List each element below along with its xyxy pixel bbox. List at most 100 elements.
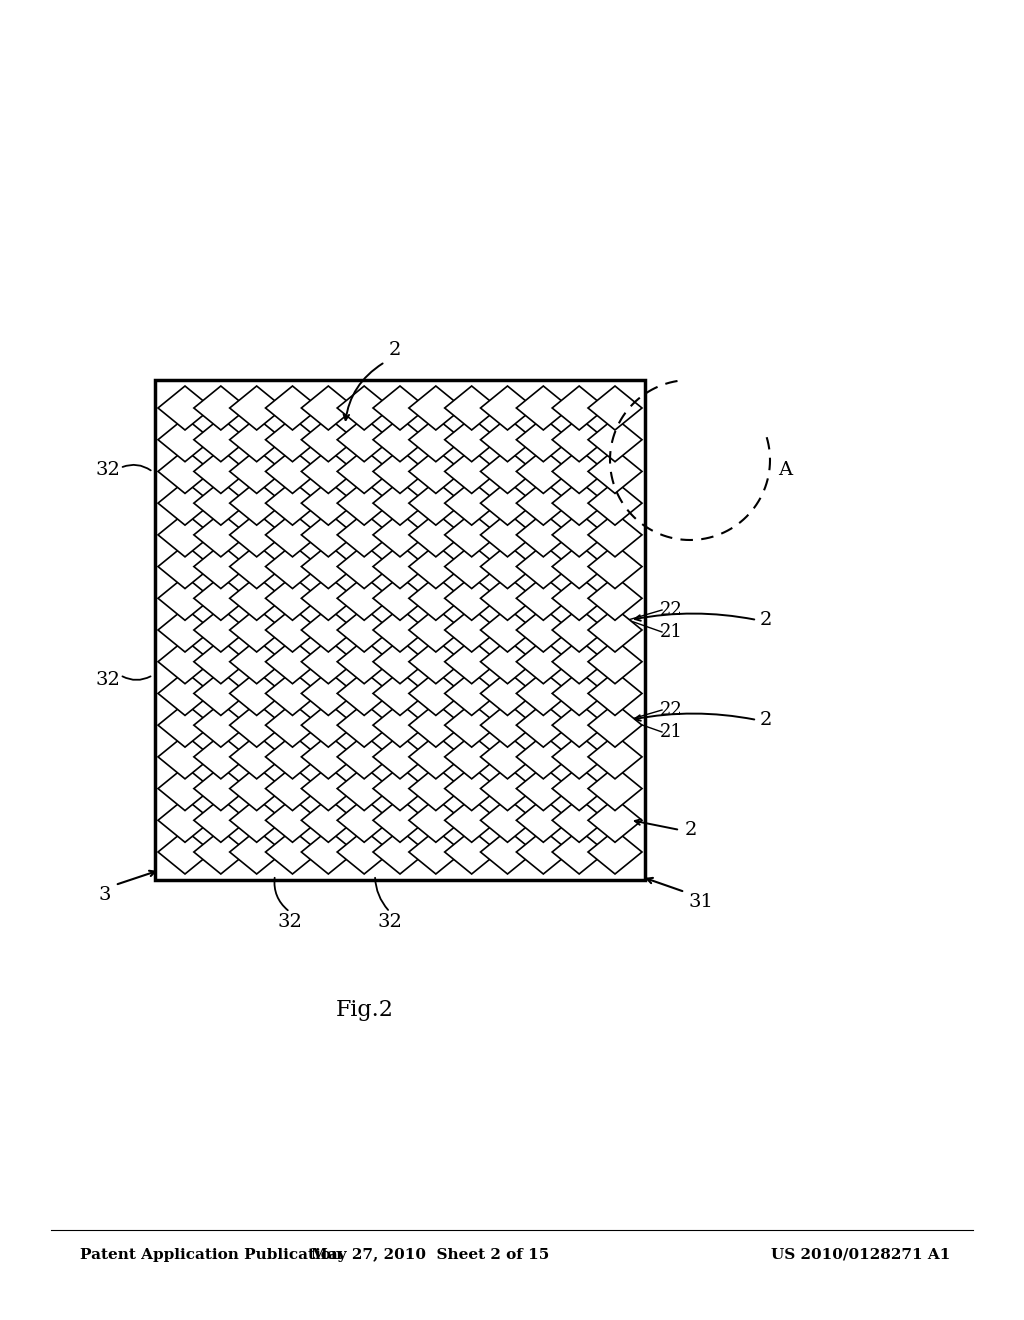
Polygon shape [194,704,248,747]
Polygon shape [301,704,355,747]
Polygon shape [337,767,391,810]
Polygon shape [158,640,212,684]
Polygon shape [265,830,319,874]
Polygon shape [480,545,535,589]
Polygon shape [409,417,463,462]
Polygon shape [373,672,427,715]
Polygon shape [480,609,535,652]
Text: Patent Application Publication: Patent Application Publication [80,1247,342,1262]
Polygon shape [265,449,319,494]
Polygon shape [229,704,284,747]
Polygon shape [516,609,570,652]
Text: 3: 3 [98,886,112,904]
Polygon shape [265,577,319,620]
Polygon shape [265,704,319,747]
Polygon shape [588,449,642,494]
Polygon shape [588,482,642,525]
Polygon shape [373,767,427,810]
Polygon shape [588,385,642,430]
Polygon shape [444,385,499,430]
Polygon shape [552,799,606,842]
Text: 2: 2 [685,821,697,840]
Polygon shape [158,830,212,874]
Polygon shape [229,767,284,810]
Polygon shape [229,577,284,620]
Polygon shape [158,609,212,652]
Polygon shape [552,577,606,620]
Polygon shape [444,609,499,652]
Polygon shape [588,672,642,715]
Polygon shape [194,513,248,557]
Polygon shape [588,609,642,652]
Text: 2: 2 [389,341,401,359]
Polygon shape [337,577,391,620]
Text: 22: 22 [660,601,683,619]
Polygon shape [552,513,606,557]
Polygon shape [337,417,391,462]
Polygon shape [301,417,355,462]
Polygon shape [552,830,606,874]
Polygon shape [158,417,212,462]
Polygon shape [516,482,570,525]
Polygon shape [552,449,606,494]
Polygon shape [301,385,355,430]
Polygon shape [373,482,427,525]
Polygon shape [588,513,642,557]
Polygon shape [229,609,284,652]
Polygon shape [588,767,642,810]
Polygon shape [265,640,319,684]
Text: 31: 31 [688,894,713,911]
Polygon shape [516,577,570,620]
Polygon shape [158,577,212,620]
Polygon shape [409,385,463,430]
Polygon shape [480,830,535,874]
Polygon shape [373,385,427,430]
Polygon shape [265,767,319,810]
Polygon shape [480,672,535,715]
Polygon shape [552,672,606,715]
Polygon shape [337,513,391,557]
Polygon shape [444,417,499,462]
Text: US 2010/0128271 A1: US 2010/0128271 A1 [771,1247,950,1262]
Polygon shape [194,767,248,810]
Polygon shape [229,513,284,557]
Polygon shape [229,672,284,715]
Polygon shape [194,609,248,652]
Polygon shape [265,545,319,589]
Polygon shape [444,449,499,494]
Polygon shape [409,577,463,620]
Polygon shape [373,609,427,652]
Polygon shape [516,545,570,589]
Polygon shape [301,545,355,589]
Polygon shape [265,672,319,715]
Polygon shape [301,513,355,557]
Polygon shape [265,735,319,779]
Polygon shape [552,704,606,747]
Polygon shape [301,577,355,620]
Polygon shape [409,704,463,747]
Polygon shape [588,830,642,874]
Polygon shape [265,609,319,652]
Polygon shape [194,830,248,874]
Polygon shape [265,513,319,557]
Text: 2: 2 [760,611,772,630]
Polygon shape [158,735,212,779]
Polygon shape [301,799,355,842]
Text: 32: 32 [378,913,402,931]
Polygon shape [444,640,499,684]
Polygon shape [552,767,606,810]
Polygon shape [194,640,248,684]
Bar [155,380,645,880]
Polygon shape [194,545,248,589]
Polygon shape [265,482,319,525]
Polygon shape [409,830,463,874]
Polygon shape [265,799,319,842]
Polygon shape [480,704,535,747]
Polygon shape [337,735,391,779]
Text: 21: 21 [660,723,683,741]
Polygon shape [552,545,606,589]
Polygon shape [229,545,284,589]
Polygon shape [409,799,463,842]
Polygon shape [480,799,535,842]
Polygon shape [158,513,212,557]
